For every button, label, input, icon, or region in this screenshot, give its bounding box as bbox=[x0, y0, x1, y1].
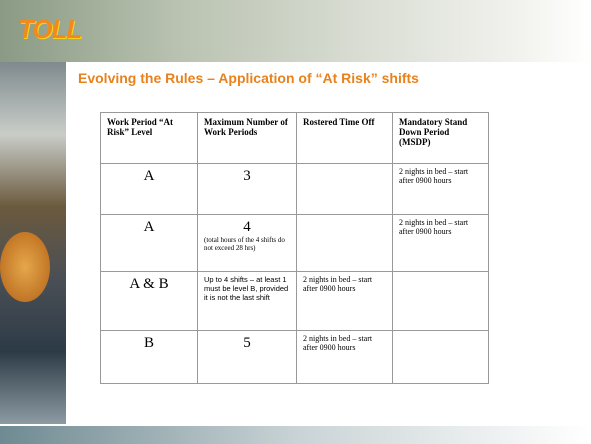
table-cell bbox=[296, 214, 393, 272]
cell-text: 2 nights in bed – start after 0900 hours bbox=[399, 167, 469, 185]
table-row: A & B Up to 4 shifts – at least 1 must be… bbox=[100, 271, 489, 331]
cell-text: 2 nights in bed – start after 0900 hours bbox=[399, 218, 469, 236]
side-strip bbox=[0, 62, 66, 424]
cell-text: 5 bbox=[243, 335, 251, 351]
column-header: Maximum Number of Work Periods bbox=[197, 112, 297, 164]
table-cell: A bbox=[100, 163, 198, 215]
cell-note: (total hours of the 4 shifts do not exce… bbox=[204, 236, 285, 252]
table-cell bbox=[392, 271, 489, 331]
table-cell: 2 nights in bed – start after 0900 hours bbox=[392, 214, 489, 272]
cell-text: A bbox=[143, 168, 155, 184]
table-row: A 3 2 nights in bed – start after 0900 hou… bbox=[100, 163, 489, 215]
table-cell: 2 nights in bed – start after 0900 hours bbox=[392, 163, 489, 215]
table-cell: B bbox=[100, 330, 198, 384]
table-row: A 4 (total hours of the 4 shifts do not ex… bbox=[100, 214, 489, 272]
footer-bar bbox=[0, 426, 591, 444]
rules-table: Work Period “At Risk” Level Maximum Numbe… bbox=[100, 112, 489, 384]
table-cell: 2 nights in bed – start after 0900 hours bbox=[296, 271, 393, 331]
cell-text: 4 bbox=[243, 219, 251, 235]
table-cell bbox=[296, 163, 393, 215]
table-cell: A & B bbox=[100, 271, 198, 331]
table-cell: A bbox=[100, 214, 198, 272]
table-cell: 5 bbox=[197, 330, 297, 384]
cell-text: 2 nights in bed – start after 0900 hours bbox=[303, 334, 373, 352]
slide-title: Evolving the Rules – Application of “At … bbox=[78, 70, 419, 86]
banner: TOLL bbox=[0, 0, 591, 62]
logo: TOLL bbox=[18, 14, 82, 44]
table-cell: Up to 4 shifts – at least 1 must be leve… bbox=[197, 271, 297, 331]
cell-text: A & B bbox=[129, 276, 169, 292]
table-cell: 2 nights in bed – start after 0900 hours bbox=[296, 330, 393, 384]
cell-text: 3 bbox=[243, 168, 251, 184]
table-cell: 4 (total hours of the 4 shifts do not exc… bbox=[197, 214, 297, 272]
table-row: B 5 2 nights in bed – start after 0900 hou… bbox=[100, 330, 489, 384]
table-cell: 3 bbox=[197, 163, 297, 215]
cell-text: Up to 4 shifts – at least 1 must be leve… bbox=[204, 275, 289, 302]
cell-text: B bbox=[143, 335, 154, 351]
cell-text: 2 nights in bed – start after 0900 hours bbox=[303, 275, 373, 293]
column-header: Mandatory Stand Down Period (MSDP) bbox=[392, 112, 489, 164]
column-header: Work Period “At Risk” Level bbox=[100, 112, 198, 164]
column-header: Rostered Time Off bbox=[296, 112, 393, 164]
decoration bbox=[0, 232, 50, 302]
table-cell bbox=[392, 330, 489, 384]
cell-text: A bbox=[143, 219, 155, 235]
